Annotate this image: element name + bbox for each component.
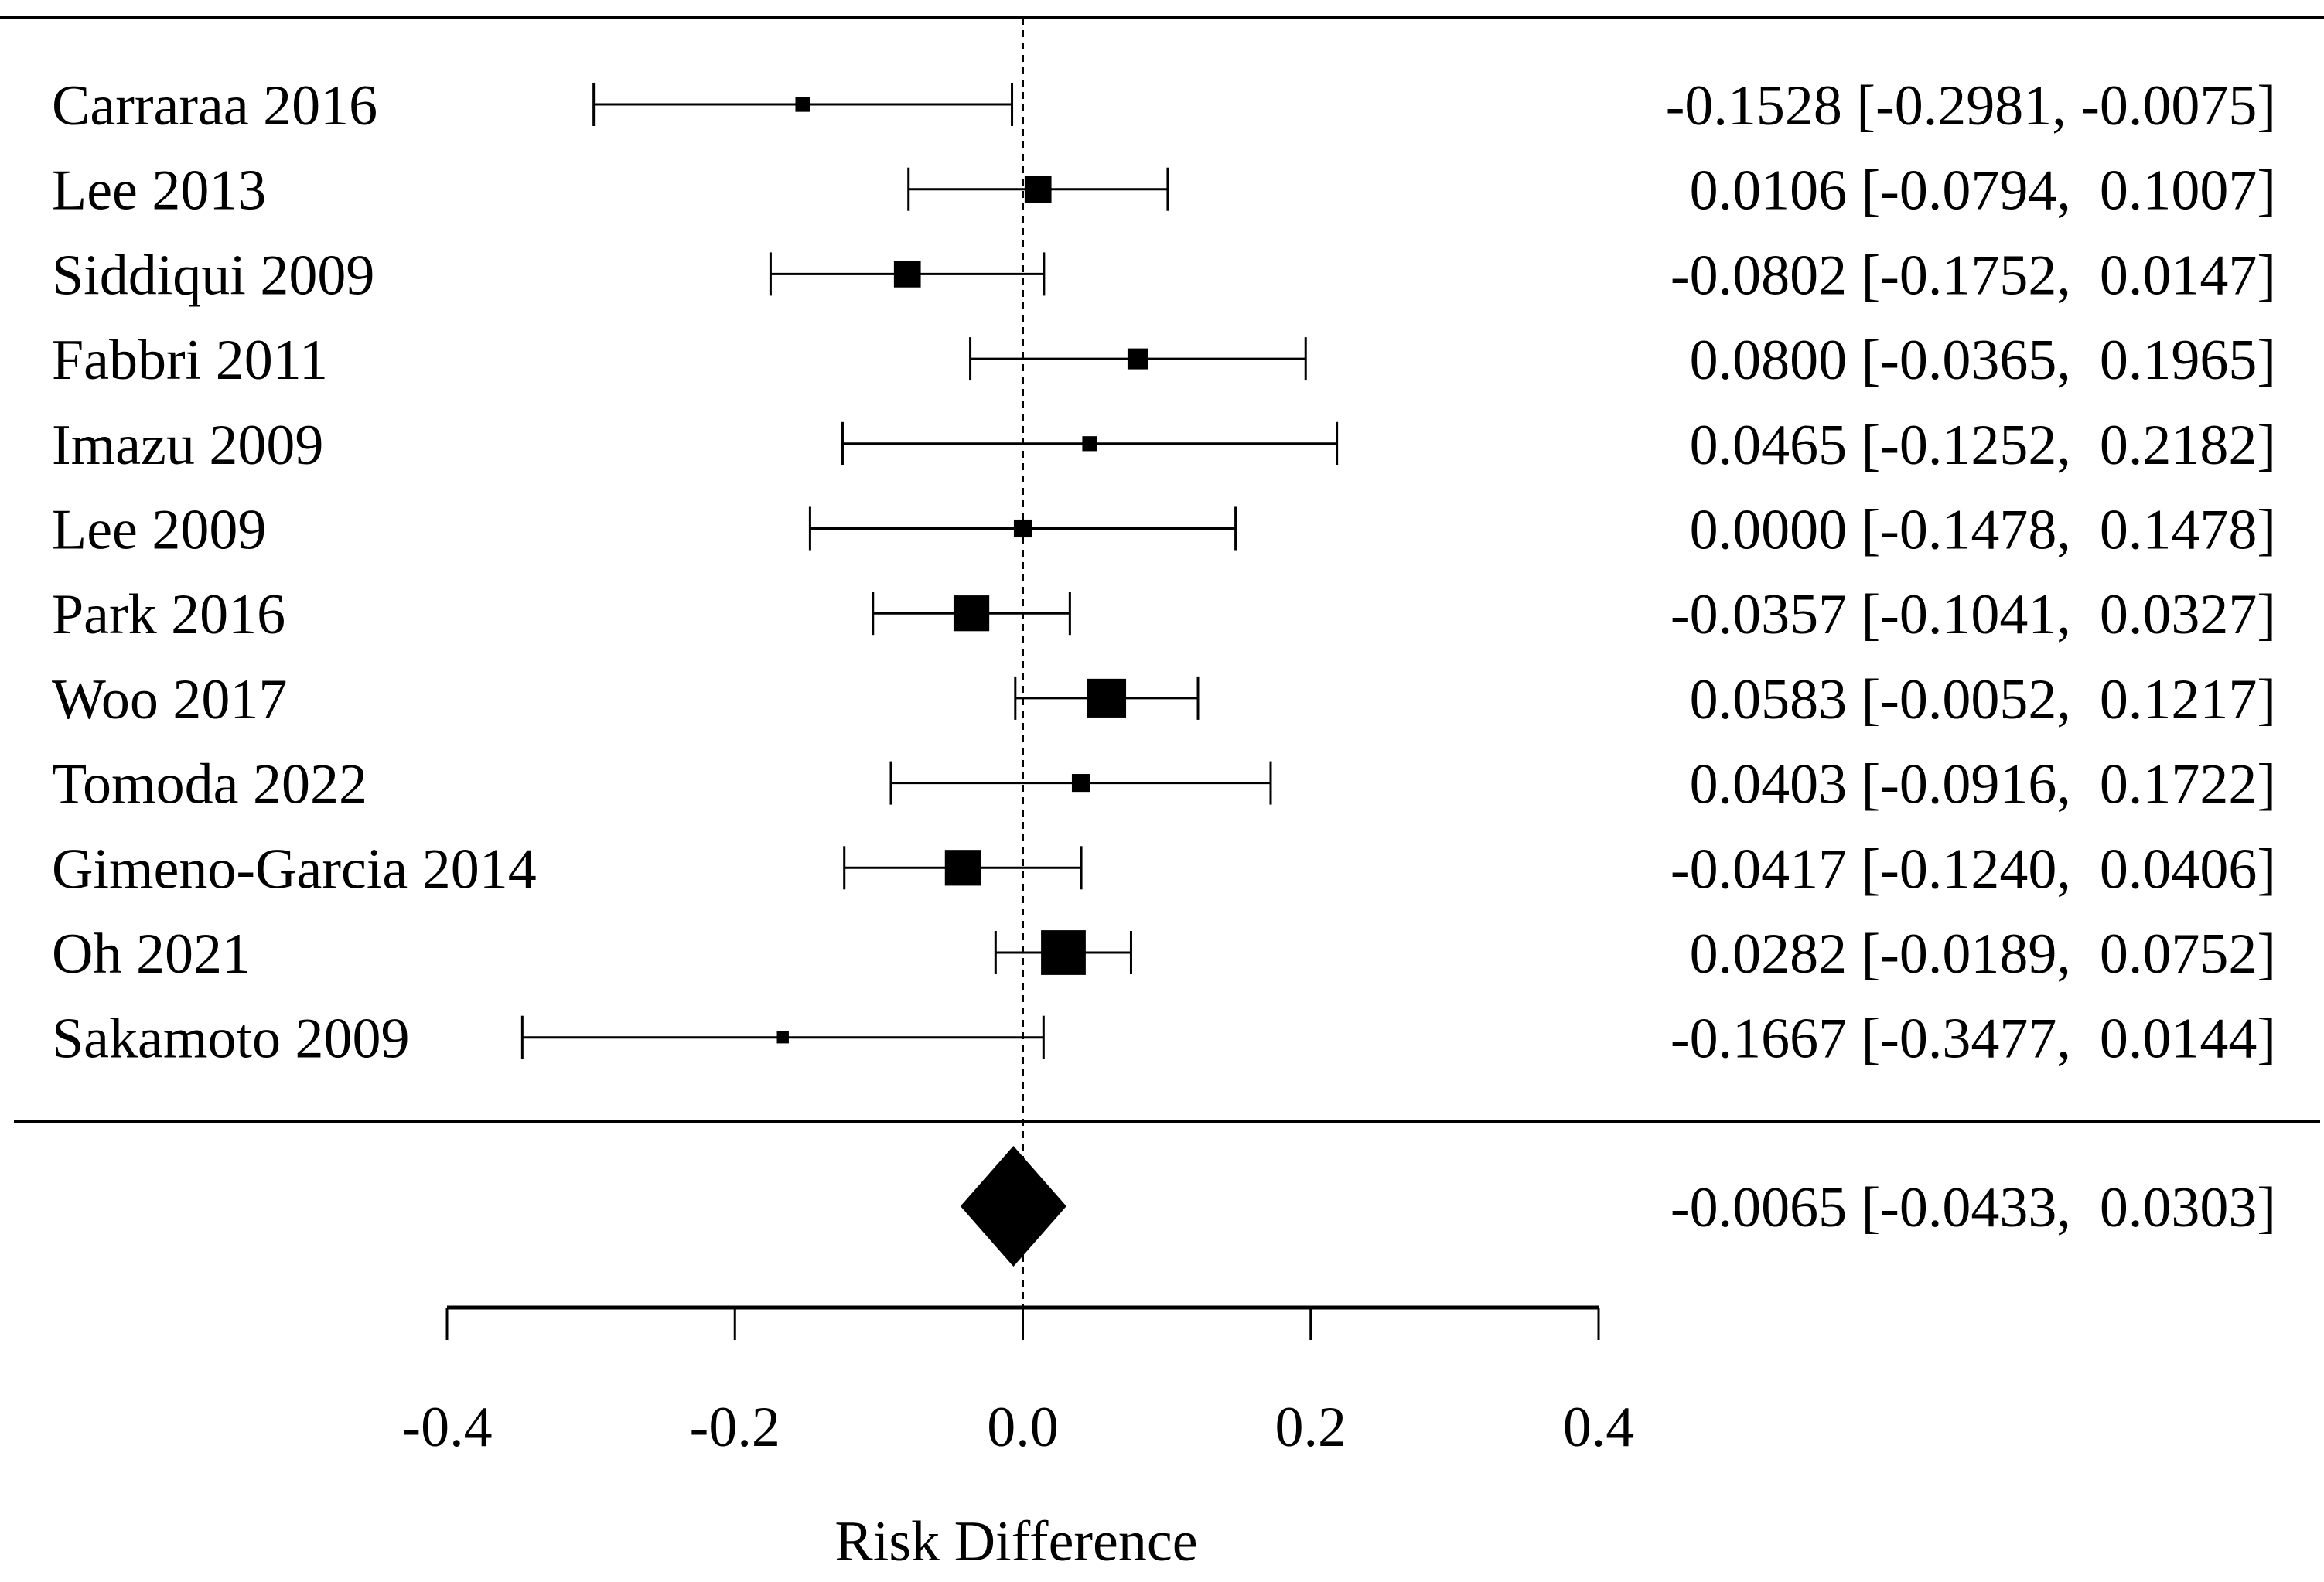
point-estimate-box <box>1013 519 1032 538</box>
study-label: Siddiqui 2009 <box>52 244 374 307</box>
study-row: Woo 2017 0.0583 [-0.0052, 0.1217] <box>52 668 2276 731</box>
study-row: Gimeno-Garcia 2014 -0.0417 [-0.1240, 0.04… <box>52 837 2276 901</box>
estimate-ci-text: 0.0465 [-0.1252, 0.2182] <box>1690 414 2276 477</box>
estimate-ci-text: 0.0282 [-0.0189, 0.0752] <box>1690 922 2276 986</box>
study-label: Gimeno-Garcia 2014 <box>52 837 537 901</box>
estimate-ci-text: 0.0106 [-0.0794, 0.1007] <box>1690 159 2276 223</box>
study-label: Oh 2021 <box>52 922 251 986</box>
estimate-ci-text: 0.0403 [-0.0916, 0.1722] <box>1690 753 2276 817</box>
study-label: Lee 2009 <box>52 499 266 562</box>
x-axis-label: Risk Difference <box>834 1510 1197 1573</box>
point-estimate-box <box>1127 348 1148 370</box>
point-estimate-box <box>1082 436 1097 452</box>
x-tick-label: 0.4 <box>1563 1396 1635 1459</box>
point-estimate-box <box>1071 774 1090 793</box>
study-label: Woo 2017 <box>52 668 287 731</box>
estimate-ci-text: -0.1528 [-0.2981, -0.0075] <box>1666 74 2276 138</box>
point-estimate-box <box>1087 678 1127 718</box>
summary-diamond <box>960 1146 1066 1267</box>
study-label: Tomoda 2022 <box>52 753 367 817</box>
study-label: Lee 2013 <box>52 159 266 223</box>
point-estimate-box <box>1041 930 1086 975</box>
study-row: Lee 2009 0.0000 [-0.1478, 0.1478] <box>52 499 2276 562</box>
study-label: Park 2016 <box>52 583 285 646</box>
x-tick-label: 0.0 <box>987 1396 1059 1459</box>
study-row: Carraraa 2016 -0.1528 [-0.2981, -0.0075] <box>52 74 2276 138</box>
x-tick-label: -0.2 <box>690 1396 780 1459</box>
study-row: Fabbri 2011 0.0800 [-0.0365, 0.1965] <box>52 329 2276 392</box>
point-estimate-box <box>1024 176 1052 203</box>
x-tick-label: -0.4 <box>401 1396 492 1459</box>
study-label: Imazu 2009 <box>52 414 323 477</box>
study-row: Siddiqui 2009 -0.0802 [-0.1752, 0.0147] <box>52 244 2276 307</box>
study-row: Imazu 2009 0.0465 [-0.1252, 0.2182] <box>52 414 2276 477</box>
study-label: Fabbri 2011 <box>52 329 328 392</box>
x-tick-label: 0.2 <box>1275 1396 1347 1459</box>
estimate-ci-text: 0.0000 [-0.1478, 0.1478] <box>1690 499 2276 562</box>
point-estimate-box <box>953 595 990 632</box>
point-estimate-box <box>893 261 921 288</box>
estimate-ci-text: -0.0417 [-0.1240, 0.0406] <box>1670 837 2276 901</box>
point-estimate-box <box>944 850 981 886</box>
study-row: Tomoda 2022 0.0403 [-0.0916, 0.1722] <box>52 753 2276 817</box>
study-row: Oh 2021 0.0282 [-0.0189, 0.0752] <box>52 922 2276 986</box>
study-row: Lee 2013 0.0106 [-0.0794, 0.1007] <box>52 159 2276 223</box>
point-estimate-box <box>795 97 810 112</box>
study-label: Sakamoto 2009 <box>52 1008 409 1071</box>
point-estimate-box <box>776 1031 789 1044</box>
study-row: Park 2016 -0.0357 [-0.1041, 0.0327] <box>52 583 2276 646</box>
estimate-ci-text: -0.0357 [-0.1041, 0.0327] <box>1670 583 2276 646</box>
estimate-ci-text: -0.0802 [-0.1752, 0.0147] <box>1670 244 2276 307</box>
study-label: Carraraa 2016 <box>52 74 377 138</box>
estimate-ci-text: 0.0583 [-0.0052, 0.1217] <box>1690 668 2276 731</box>
estimate-ci-text: 0.0800 [-0.0365, 0.1965] <box>1690 329 2276 392</box>
study-row: Sakamoto 2009 -0.1667 [-0.3477, 0.0144] <box>52 1008 2276 1071</box>
estimate-ci-text: -0.1667 [-0.3477, 0.0144] <box>1670 1008 2276 1071</box>
summary-estimate-text: -0.0065 [-0.0433, 0.0303] <box>1670 1176 2276 1239</box>
